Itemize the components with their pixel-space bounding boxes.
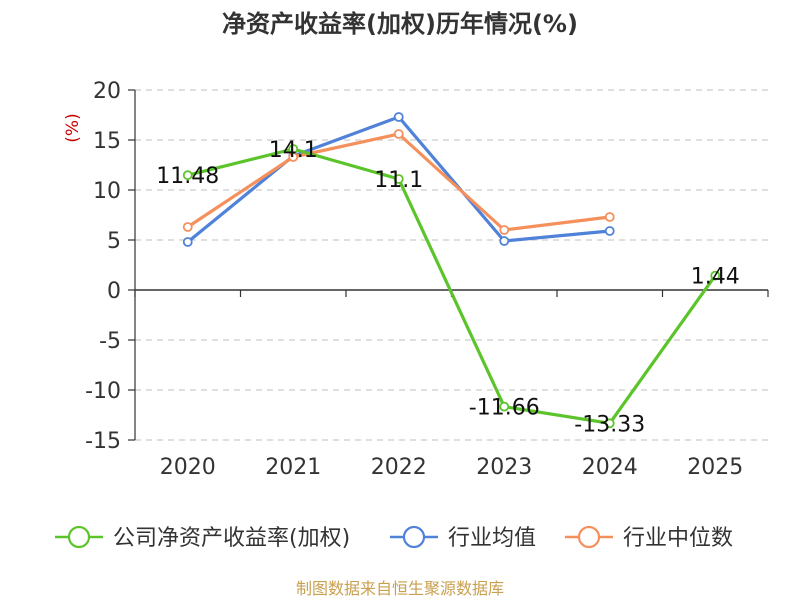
legend-label: 行业中位数 — [623, 526, 733, 551]
y-tick-label: -5 — [99, 329, 121, 354]
data-point — [182, 170, 193, 181]
data-label: -11.66 — [469, 396, 540, 421]
legend-marker — [67, 525, 91, 549]
y-tick-label: 20 — [93, 79, 121, 104]
y-axis-label: (%) — [63, 113, 83, 142]
axis-layer: 20 15 10 5 0 -5 -10 -15 2020 2021 2022 2023 2024 2025 — [85, 79, 769, 480]
data-point — [182, 237, 193, 247]
y-tick-label: 10 — [93, 179, 121, 204]
data-label: -13.33 — [574, 412, 645, 437]
x-tick-label: 2021 — [265, 455, 321, 480]
data-label: 11.48 — [156, 164, 219, 189]
legend-item-1: 行业均值 — [390, 525, 536, 551]
x-tick-label: 2025 — [687, 455, 743, 480]
data-point — [499, 401, 510, 412]
legend-marker — [577, 525, 601, 549]
data-point — [710, 270, 721, 281]
legend-label: 公司净资产收益率(加权) — [113, 526, 350, 551]
data-label: 14.1 — [269, 138, 318, 163]
grid-layer — [135, 89, 768, 441]
x-tick-label: 2022 — [371, 455, 427, 480]
source-note: 制图数据来自恒生聚源数据库 — [296, 579, 504, 598]
y-tick-label: -10 — [85, 379, 121, 404]
data-point — [604, 212, 615, 222]
data-label-layer: 11.48 14.1 11.1 -11.66 -13.33 1.44 — [156, 138, 739, 437]
legend: 公司净资产收益率(加权) 行业均值 行业中位数 — [55, 525, 733, 551]
chart-title: 净资产收益率(加权)历年情况(%) — [222, 10, 578, 38]
data-label: 1.44 — [691, 265, 740, 290]
data-point — [393, 174, 404, 184]
data-point — [393, 112, 404, 122]
legend-item-0: 公司净资产收益率(加权) — [55, 525, 350, 551]
y-tick-label: 0 — [107, 279, 121, 304]
data-point — [604, 226, 615, 236]
series-layer — [182, 112, 721, 429]
data-point — [499, 225, 510, 235]
x-tick-label: 2024 — [582, 455, 638, 480]
legend-marker — [402, 525, 426, 549]
data-point — [182, 222, 193, 232]
series-line-0 — [186, 147, 717, 425]
data-point — [499, 236, 510, 246]
data-point — [604, 418, 615, 429]
y-tick-label: 15 — [93, 129, 121, 154]
y-tick-label: 5 — [107, 229, 121, 254]
data-point — [393, 129, 404, 139]
data-label: 11.1 — [374, 168, 423, 193]
x-tick-label: 2020 — [160, 455, 216, 480]
legend-item-2: 行业中位数 — [565, 525, 733, 551]
legend-label: 行业均值 — [448, 526, 536, 551]
x-tick-label: 2023 — [476, 455, 532, 480]
y-tick-label: -15 — [85, 429, 121, 454]
data-point — [288, 144, 299, 154]
